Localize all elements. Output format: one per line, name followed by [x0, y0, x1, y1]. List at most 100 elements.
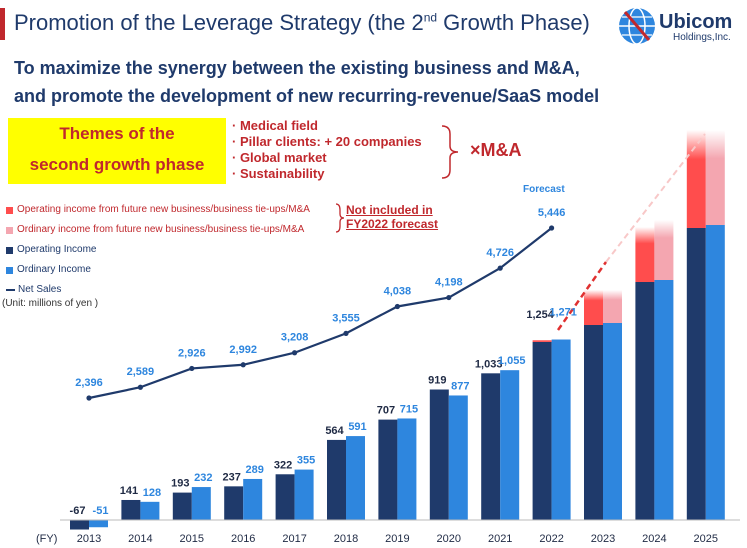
globe-icon	[619, 7, 655, 45]
legend-item: Net Sales	[6, 280, 310, 300]
x-tick-label: 2016	[231, 533, 255, 545]
growth-trend-dashed	[556, 261, 608, 331]
operating-income-label: 1,254	[526, 309, 554, 321]
legend-item: Operating Income	[6, 240, 310, 260]
x-tick-label: 2024	[642, 533, 666, 545]
page-title: Promotion of the Leverage Strategy (the …	[14, 10, 590, 35]
bullet-item: · Pillar clients: + 20 companies	[232, 134, 422, 149]
bullet-item: · Global market	[232, 150, 327, 165]
bar-ordinary-income	[346, 436, 365, 520]
bullet-item: · Sustainability	[232, 166, 325, 181]
bar-operating-income	[224, 486, 244, 520]
bar-future-ordinary-ma	[603, 290, 622, 323]
bar-future-operating-ma	[686, 130, 706, 228]
logo-sub: Holdings,Inc.	[673, 32, 731, 43]
operating-income-label: 707	[377, 405, 395, 417]
x-tick-label: 2015	[180, 533, 204, 545]
bar-future-operating-ma	[635, 227, 655, 282]
bar-ordinary-income-future	[603, 323, 622, 520]
net-sales-point	[446, 294, 452, 301]
bar-ordinary-income	[191, 487, 211, 520]
headline-line-2: and promote the development of new recur…	[14, 86, 600, 106]
operating-income-label: -67	[70, 505, 86, 517]
ordinary-income-label: -51	[93, 505, 109, 517]
operating-income-label: 1,033	[475, 358, 503, 370]
legend-swatch	[6, 266, 13, 274]
bar-operating-income	[481, 373, 501, 520]
chart-legend: Operating income from future new busines…	[6, 200, 310, 300]
net-sales-label: 3,208	[281, 332, 309, 344]
operating-income-label: 193	[171, 478, 189, 490]
headline-line-1: To maximize the synergy between the exis…	[14, 58, 580, 78]
bar-ordinary-income	[140, 501, 160, 520]
bar-ordinary-income	[89, 520, 108, 528]
bar-ordinary-income	[397, 418, 417, 520]
legend-swatch	[6, 246, 13, 254]
x-tick-label: 2021	[488, 533, 512, 545]
x-tick-label: 2020	[437, 533, 461, 545]
net-sales-label: 2,396	[75, 377, 103, 389]
operating-income-label: 322	[274, 459, 292, 471]
bar-operating-income	[121, 499, 141, 520]
net-sales-label: 2,926	[178, 347, 206, 359]
operating-income-label: 141	[120, 485, 138, 497]
bar-operating-income-future	[686, 228, 706, 520]
net-sales-point	[137, 384, 143, 390]
bar-future-ordinary-ma	[654, 220, 674, 280]
bar-ordinary-income-future	[705, 225, 725, 520]
headline: To maximize the synergy between the exis…	[14, 54, 599, 110]
ordinary-income-label: 1,055	[498, 355, 526, 367]
theme-bullets: · Medical field · Pillar clients: + 20 c…	[232, 118, 422, 182]
bar-future-ordinary-ma	[705, 130, 725, 225]
legend-swatch	[6, 226, 13, 234]
net-sales-point	[549, 225, 555, 231]
operating-income-label: 237	[223, 471, 241, 483]
x-tick-label: 2025	[694, 533, 718, 545]
net-sales-label: 2,589	[127, 366, 155, 378]
x-tick-label: 2014	[128, 533, 152, 545]
title-accent-bar	[0, 8, 5, 40]
x-tick-label: 2022	[539, 533, 563, 545]
bar-ordinary-income	[294, 469, 314, 520]
x-tick-label: 2017	[282, 533, 306, 545]
ordinary-income-label: 877	[451, 380, 469, 392]
bar-ordinary-income	[448, 395, 468, 520]
net-sales-point	[343, 330, 349, 336]
bar-operating-income	[378, 419, 398, 520]
x-tick-label: 2013	[77, 533, 101, 545]
legend-item: Ordinary income from future new business…	[6, 220, 310, 240]
ma-label: ×M&A	[470, 140, 522, 160]
net-sales-point	[497, 265, 503, 271]
bar-operating-income-future	[584, 325, 603, 520]
bar-future-operating-ma	[584, 290, 603, 325]
themes-box: Themes of the second growth phase	[8, 118, 226, 184]
legend-line	[6, 289, 15, 291]
bar-operating-income-future	[635, 282, 655, 520]
operating-income-label: 919	[428, 375, 446, 387]
net-sales-point	[86, 395, 92, 401]
bar-ordinary-income	[500, 370, 520, 520]
net-sales-label: 4,198	[435, 277, 463, 289]
bar-operating-income	[532, 341, 552, 520]
net-sales-label: 5,446	[538, 207, 566, 219]
growth-trend-faded	[605, 133, 706, 263]
x-tick-label: 2019	[385, 533, 409, 545]
ordinary-income-label: 591	[348, 421, 366, 433]
net-sales-point	[394, 303, 400, 310]
bar-operating-income	[70, 520, 89, 530]
x-tick-label: 2018	[334, 533, 358, 545]
net-sales-point	[189, 365, 195, 372]
operating-income-label: 564	[325, 425, 344, 437]
legend-item: Ordinary Income	[6, 260, 310, 280]
bar-operating-income	[429, 389, 449, 520]
net-sales-point	[292, 350, 298, 356]
net-sales-line	[88, 227, 553, 400]
forecast-label: Forecast	[523, 184, 565, 195]
net-sales-point	[240, 362, 246, 368]
themes-line-1: Themes of the	[59, 124, 175, 143]
bar-ordinary-income-future	[654, 280, 674, 520]
bar-operating-income	[275, 474, 295, 520]
net-sales-label: 4,038	[384, 285, 412, 297]
unit-label: (Unit: millions of yen )	[2, 298, 99, 309]
bar-operating-income	[327, 439, 346, 520]
